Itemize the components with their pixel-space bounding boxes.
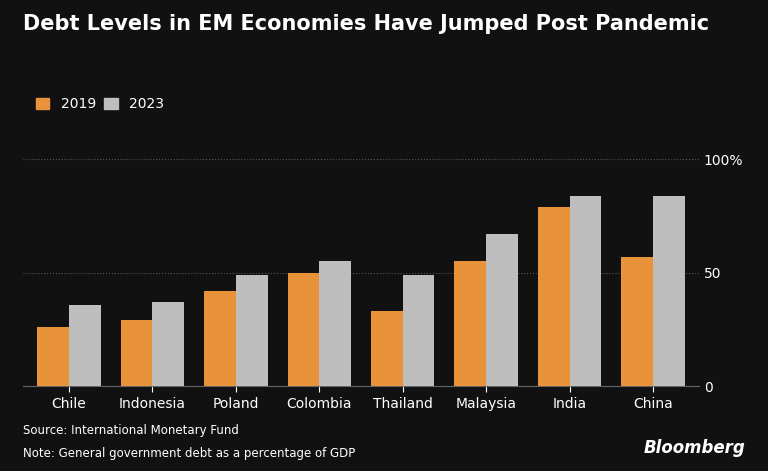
Text: Note: General government debt as a percentage of GDP: Note: General government debt as a perce…: [23, 447, 356, 461]
Bar: [152, 302, 184, 386]
Bar: [402, 275, 435, 386]
Text: Bloomberg: Bloomberg: [644, 439, 745, 457]
Bar: [621, 257, 653, 386]
Bar: [236, 275, 267, 386]
Bar: [69, 305, 101, 386]
Bar: [486, 234, 518, 386]
Legend: 2019, 2023: 2019, 2023: [30, 92, 170, 117]
Bar: [570, 196, 601, 386]
Text: Source: International Monetary Fund: Source: International Monetary Fund: [23, 424, 239, 437]
Bar: [121, 320, 152, 386]
Bar: [371, 311, 402, 386]
Bar: [287, 273, 319, 386]
Bar: [319, 261, 351, 386]
Text: Debt Levels in EM Economies Have Jumped Post Pandemic: Debt Levels in EM Economies Have Jumped …: [23, 14, 709, 34]
Bar: [204, 291, 236, 386]
Bar: [653, 196, 685, 386]
Bar: [455, 261, 486, 386]
Bar: [37, 327, 69, 386]
Bar: [538, 207, 570, 386]
